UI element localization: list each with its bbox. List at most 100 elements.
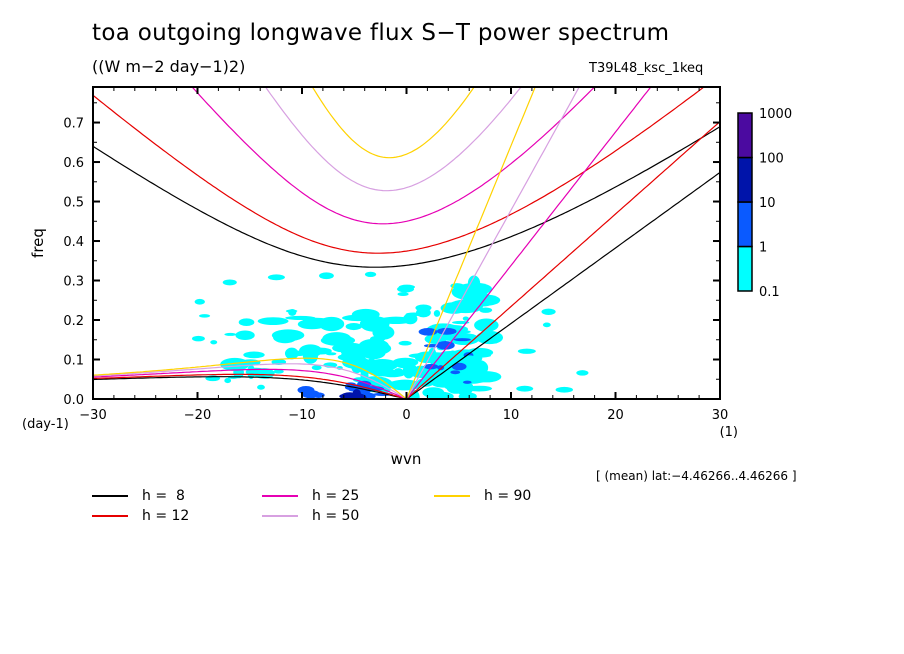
inertia-gravity-curve-h25	[191, 87, 596, 225]
y-tick-label: 0.0	[63, 393, 84, 408]
power-blob	[238, 318, 255, 327]
power-blob	[345, 323, 362, 331]
dispersion-curves	[93, 87, 720, 399]
y-tick-label: 0.6	[63, 156, 84, 171]
power-blob	[422, 387, 445, 398]
power-blob	[370, 335, 386, 342]
plot-frame	[92, 86, 721, 400]
inertia-gravity-curve-h90	[311, 87, 475, 159]
power-blob	[311, 365, 322, 371]
power-blob	[414, 351, 441, 364]
x-tick-label: 30	[712, 408, 729, 423]
power-blob	[358, 338, 389, 353]
power-blob	[224, 332, 237, 336]
colorbar-label: 10	[759, 196, 776, 211]
power-blob	[392, 357, 419, 367]
power-blob	[517, 348, 536, 354]
rossby-curve-h50	[93, 363, 407, 399]
power-blob	[433, 310, 441, 317]
rossby-curve-h25	[93, 368, 407, 399]
power-blob	[460, 360, 478, 373]
power-blob	[222, 279, 237, 286]
power-blob	[235, 330, 255, 340]
y-tick-label: 0.7	[63, 117, 84, 132]
kelvin-curve-h90	[405, 87, 536, 399]
power-blob	[436, 327, 457, 335]
inertia-gravity-curve-h50	[264, 87, 522, 192]
y-tick-label: 0.2	[63, 314, 84, 329]
power-blob	[541, 308, 556, 315]
power-blob	[542, 322, 551, 328]
colorbar-label: 1	[759, 241, 767, 256]
power-blob	[273, 369, 284, 374]
power-blob	[210, 340, 218, 345]
power-blob	[229, 358, 244, 363]
power-blob	[267, 274, 285, 281]
legend-item: h = 8	[92, 487, 185, 505]
x-tick-label: −30	[79, 408, 106, 423]
power-blob	[224, 378, 232, 384]
power-blob	[555, 386, 573, 393]
legend-swatch	[434, 495, 470, 497]
kelvin-curve-h8	[406, 172, 720, 399]
power-blob	[440, 342, 448, 348]
x-tick-label: −20	[184, 408, 211, 423]
x-tick-label: 10	[503, 408, 520, 423]
colorbar: 0.1 1 10 100 1000	[737, 107, 792, 300]
legend-label: h = 12	[142, 508, 190, 524]
power-blob	[375, 318, 390, 330]
legend-item: h = 25	[262, 487, 359, 505]
power-blob	[309, 347, 332, 355]
colorbar-label: 100	[759, 152, 784, 167]
power-blob	[257, 384, 265, 390]
power-blob	[457, 286, 466, 291]
legend-swatch	[92, 495, 128, 497]
power-blob	[397, 285, 415, 293]
x-tick-label: −10	[288, 408, 315, 423]
chart-units: ((W m−2 day−1)2)	[92, 57, 246, 76]
power-blob	[198, 314, 211, 318]
power-blob	[325, 352, 337, 356]
power-shading	[192, 271, 589, 399]
power-blob	[476, 330, 504, 345]
colorbar-label: 1000	[759, 107, 792, 122]
power-blob	[448, 377, 457, 381]
power-blob	[451, 362, 467, 371]
power-blob	[437, 365, 445, 371]
power-blob	[516, 385, 534, 392]
rossby-curve-h90	[93, 357, 407, 399]
legend-item: h = 12	[92, 507, 189, 525]
power-blob	[288, 350, 308, 357]
kelvin-curve-h25	[406, 87, 652, 399]
power-blob	[271, 329, 305, 342]
power-blob	[366, 359, 399, 371]
power-blob	[243, 351, 265, 359]
power-blob	[332, 343, 356, 353]
power-blob	[392, 381, 412, 391]
power-blob	[576, 370, 589, 376]
power-blob	[312, 392, 325, 398]
power-blob	[352, 389, 361, 398]
legend-item: h = 50	[262, 507, 359, 525]
chart-title: toa outgoing longwave flux S−T power spe…	[92, 20, 670, 46]
y-axis-unit: (day-1)	[22, 417, 69, 432]
power-blob	[337, 353, 366, 362]
legend-swatch	[262, 515, 298, 517]
y-tick-label: 0.3	[63, 275, 84, 290]
power-blob	[463, 355, 476, 360]
y-tick-label: 0.1	[63, 354, 84, 369]
x-tick-label: 20	[607, 408, 624, 423]
power-blob	[479, 307, 493, 313]
power-blob	[257, 317, 289, 326]
power-blob	[423, 363, 439, 370]
power-blob	[297, 386, 315, 395]
power-blob	[288, 308, 297, 316]
colorbar-segment	[737, 245, 753, 292]
colorbar-segment	[737, 112, 753, 159]
inertia-gravity-curve-h8	[93, 126, 720, 268]
power-blob	[474, 318, 499, 332]
legend-label: h = 25	[312, 488, 360, 504]
legend-swatch	[92, 515, 128, 517]
power-blob	[194, 298, 205, 305]
